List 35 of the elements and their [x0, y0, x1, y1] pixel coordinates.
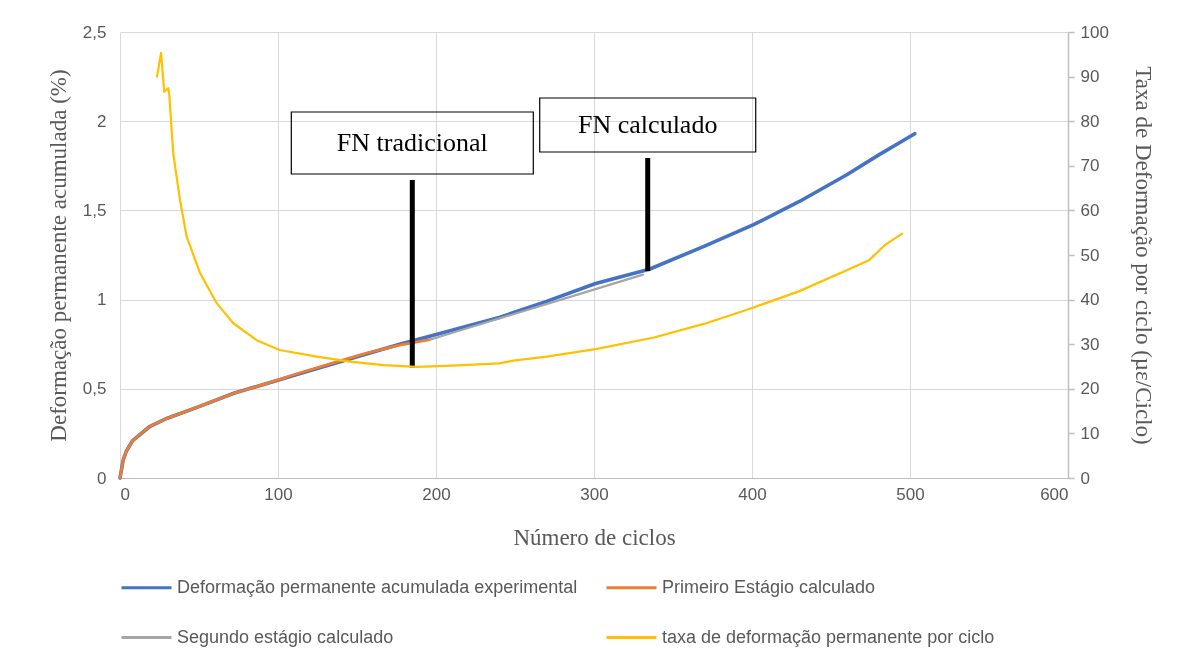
y-tick-label: 0: [97, 468, 107, 488]
x-tick-label: 600: [1040, 484, 1069, 504]
annotation: FN tradicional: [336, 128, 488, 157]
y-tick-label: 2: [97, 111, 107, 131]
x-tick-label: 400: [738, 484, 767, 504]
x-tick-label: 200: [422, 484, 451, 504]
x-tick-label: 300: [580, 484, 609, 504]
y-tick-label: 0,5: [82, 379, 107, 399]
y2-axis-title: Taxa de Deformação por ciclo (µε/Ciclo): [1130, 66, 1156, 445]
y-tick-label: 2,5: [82, 22, 107, 42]
x-tick-label: 500: [896, 484, 925, 504]
y-tick-label: 1,5: [82, 200, 107, 220]
y2-tick-label: 0: [1080, 468, 1090, 488]
y-axis-title: Deformação permanente acumulada (%): [45, 69, 71, 442]
annotation: FN calculado: [578, 110, 718, 139]
line-series: [155, 51, 904, 369]
y2-tick-label: 30: [1080, 334, 1100, 354]
legend-label: Deformação permanente acumulada experimental: [177, 576, 578, 597]
y2-tick-label: 90: [1080, 67, 1100, 87]
y2-tick-label: 100: [1080, 22, 1109, 42]
y2-tick-label: 70: [1080, 156, 1100, 176]
legend-label: Segundo estágio calculado: [177, 626, 394, 647]
x-tick-label: 100: [264, 484, 293, 504]
y2-tick-label: 80: [1080, 111, 1100, 131]
legend-label: taxa de deformação permanente por ciclo: [662, 626, 995, 647]
y2-tick-label: 50: [1080, 245, 1100, 265]
legend-label: Primeiro Estágio calculado: [662, 576, 876, 597]
line-series: [118, 338, 432, 480]
y2-tick-label: 40: [1080, 290, 1100, 310]
y2-tick-label: 60: [1080, 200, 1100, 220]
y2-tick-label: 20: [1080, 379, 1100, 399]
x-axis-title: Número de ciclos: [513, 524, 676, 550]
y-tick-label: 1: [97, 290, 107, 310]
y2-tick-label: 10: [1080, 423, 1100, 443]
x-tick-label: 0: [120, 484, 130, 504]
